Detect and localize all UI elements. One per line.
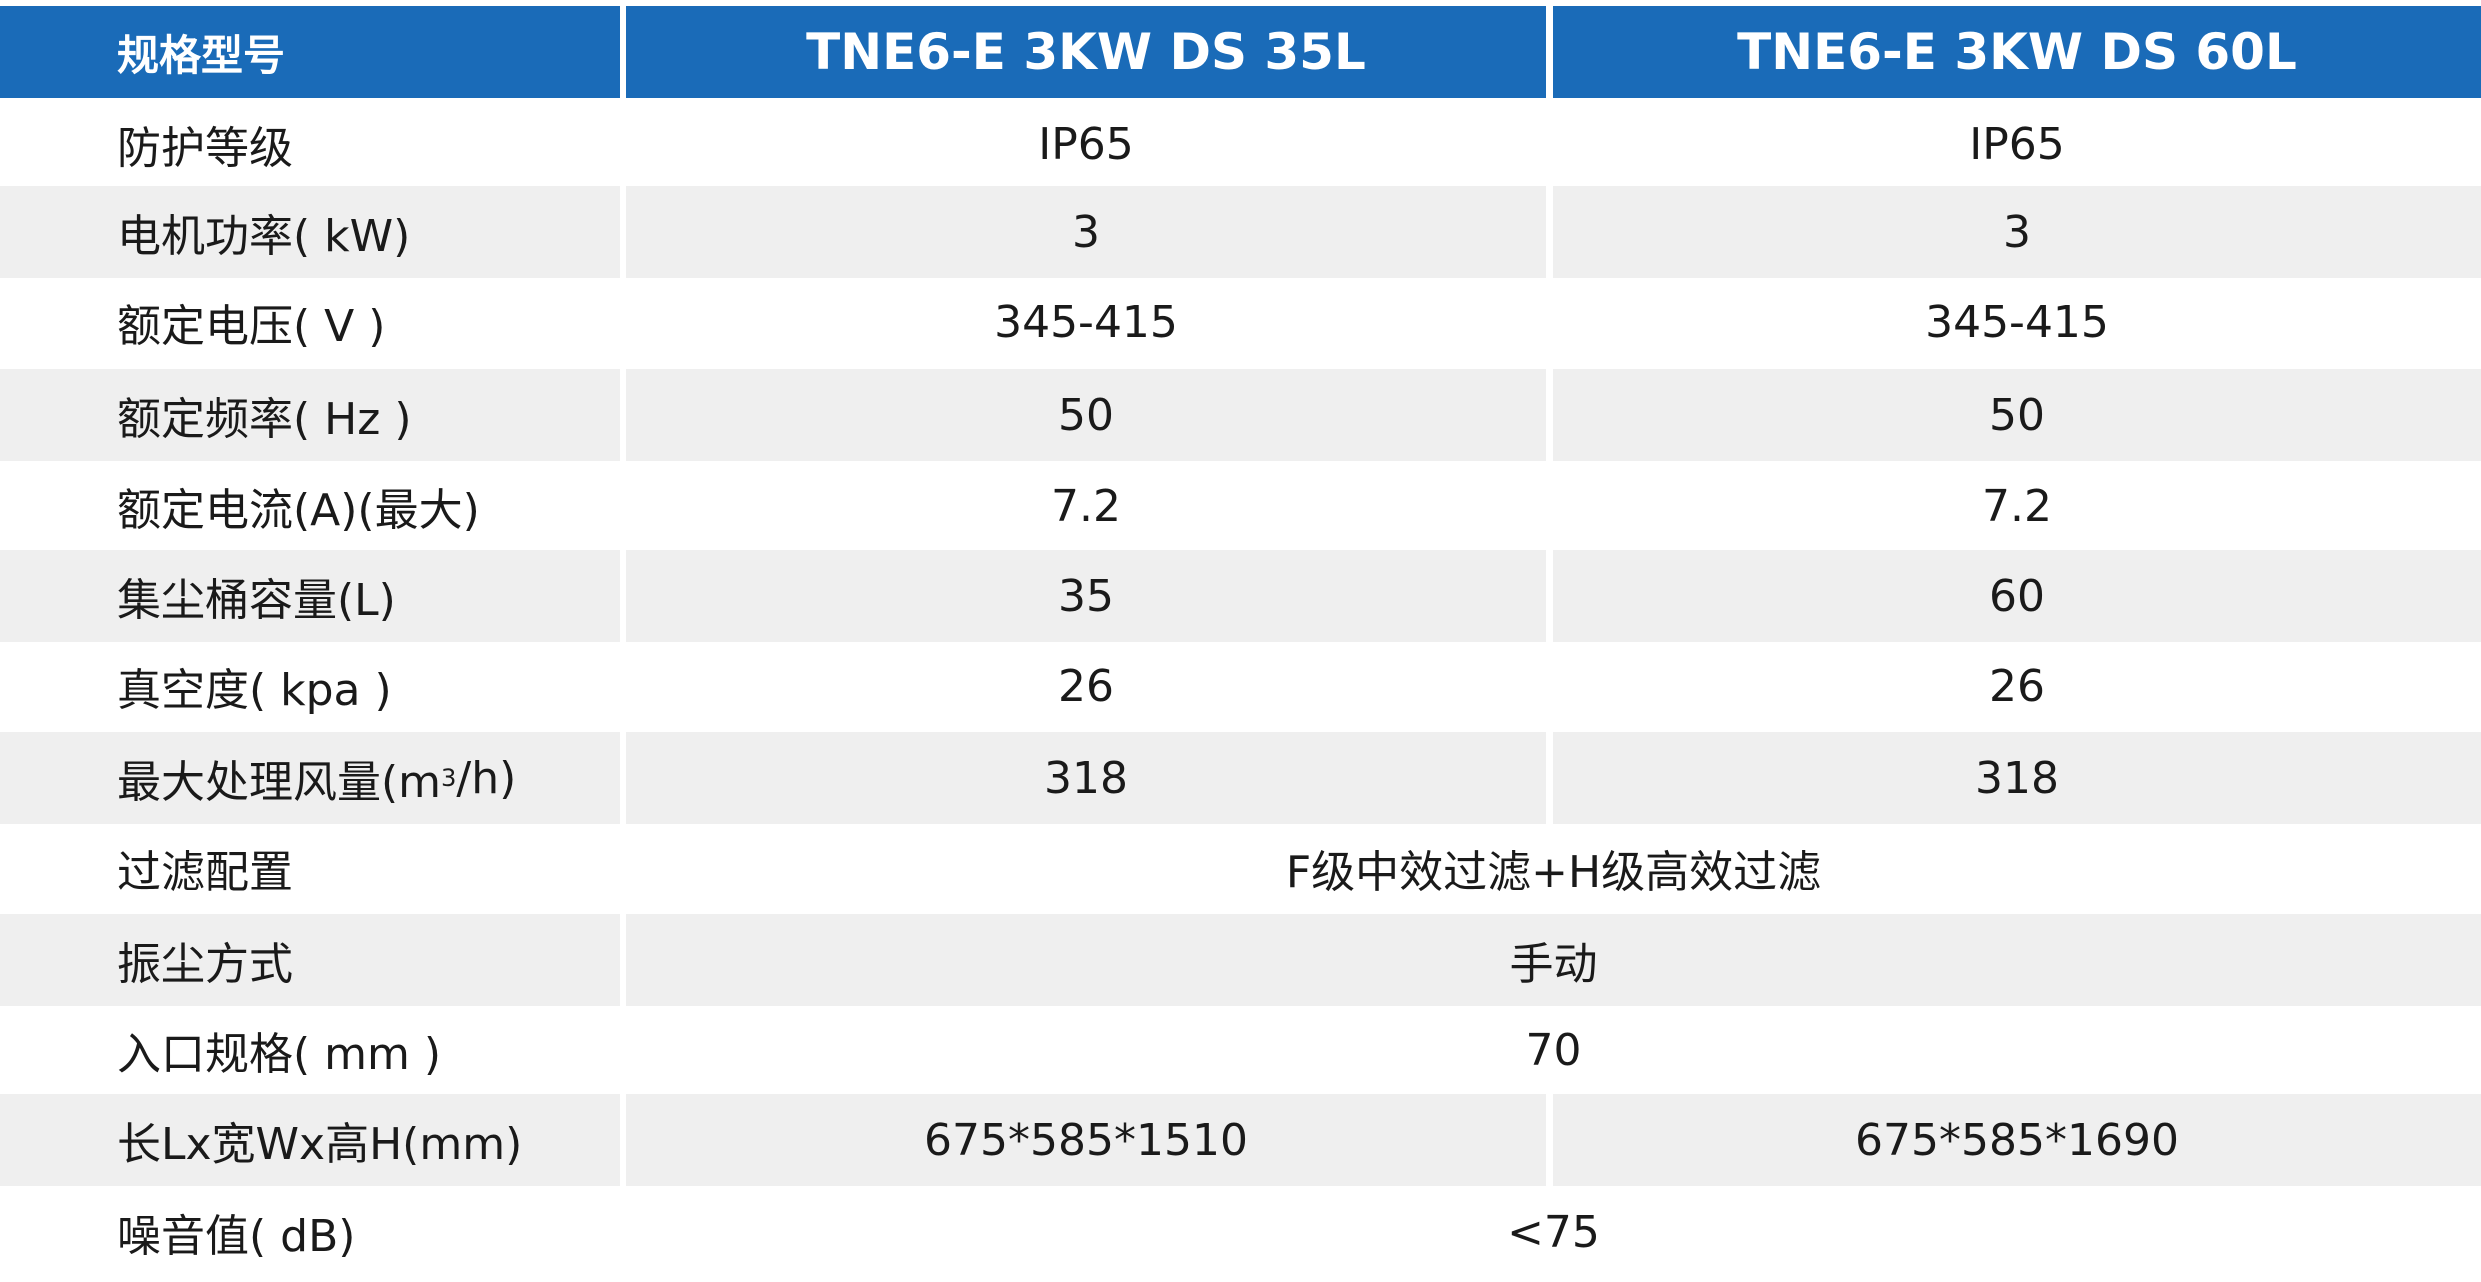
row-value-span: 70 (1525, 1024, 1582, 1076)
row-label: 过滤配置 (117, 847, 293, 898)
table-row-bin-capacity: 集尘桶容量(L) 35 60 (0, 550, 2481, 642)
table-row-airflow: 最大处理风量(m 3/h) 318 318 (0, 732, 2481, 824)
row-value-b: 60 (1553, 550, 2481, 642)
row-value-a: 675*585*1510 (626, 1094, 1546, 1186)
row-value-a: 50 (626, 369, 1546, 461)
table-row-dimensions: 长Lx宽Wx高H(mm) 675*585*1510 675*585*1690 (0, 1094, 2481, 1186)
table-row-frequency: 额定频率( Hz ) 50 50 (0, 369, 2481, 461)
row-value-a: IP65 (1038, 118, 1134, 170)
table-row-vacuum: 真空度( kpa ) 26 26 (0, 640, 2481, 732)
row-label: 入口规格( mm ) (117, 1029, 442, 1080)
row-label: 长Lx宽Wx高H(mm) (0, 1094, 620, 1186)
table-row-inlet: 入口规格( mm ) 70 (0, 1004, 2481, 1096)
row-value-b: IP65 (1969, 118, 2065, 170)
header-model-a: TNE6-E 3KW DS 35L (626, 6, 1546, 98)
row-label: 最大处理风量(m 3/h) (0, 732, 620, 824)
row-label: 额定电压( V ) (117, 301, 386, 352)
row-label: 集尘桶容量(L) (0, 550, 620, 642)
table-header-row: 规格型号 TNE6-E 3KW DS 35L TNE6-E 3KW DS 60L (0, 6, 2481, 98)
row-label: 真空度( kpa ) (117, 665, 392, 716)
row-value-b: 50 (1553, 369, 2481, 461)
row-label: 额定电流(A)(最大) (117, 485, 480, 536)
table-row-noise: 噪音值( dB) <75 (0, 1186, 2481, 1278)
row-label-suffix: /h) (456, 752, 517, 804)
row-label: 电机功率( kW) (0, 186, 620, 278)
row-value-a: 345-415 (994, 296, 1178, 348)
row-value-span: <75 (1507, 1206, 1600, 1258)
row-label: 额定频率( Hz ) (0, 369, 620, 461)
table-row-filter: 过滤配置 F级中效过滤+H级高效过滤 (0, 822, 2481, 914)
row-value-b: 3 (1553, 186, 2481, 278)
table-row-motor-power: 电机功率( kW) 3 3 (0, 186, 2481, 278)
row-value-b: 26 (1989, 660, 2045, 712)
row-value-b: 318 (1553, 732, 2481, 824)
row-value-span: F级中效过滤+H级高效过滤 (1285, 847, 1822, 898)
row-value-a: 3 (626, 186, 1546, 278)
row-value-a: 26 (1058, 660, 1114, 712)
row-value-a: 7.2 (1051, 480, 1121, 532)
row-value-b: 7.2 (1982, 480, 2052, 532)
header-model-b: TNE6-E 3KW DS 60L (1553, 6, 2481, 98)
row-label: 噪音值( dB) (117, 1211, 356, 1262)
row-label-prefix: 最大处理风量(m (117, 757, 442, 808)
row-value-b: 675*585*1690 (1553, 1094, 2481, 1186)
row-value-span: 手动 (626, 914, 2481, 1006)
table-row-voltage: 额定电压( V ) 345-415 345-415 (0, 276, 2481, 368)
row-label: 振尘方式 (0, 914, 620, 1006)
row-label: 防护等级 (117, 123, 293, 174)
table-row-current: 额定电流(A)(最大) 7.2 7.2 (0, 460, 2481, 552)
row-value-b: 345-415 (1925, 296, 2109, 348)
row-value-a: 35 (626, 550, 1546, 642)
table-row-shaking: 振尘方式 手动 (0, 914, 2481, 1006)
table-row-protection: 防护等级 IP65 IP65 (0, 98, 2481, 190)
row-value-a: 318 (626, 732, 1546, 824)
header-label: 规格型号 (0, 6, 620, 98)
